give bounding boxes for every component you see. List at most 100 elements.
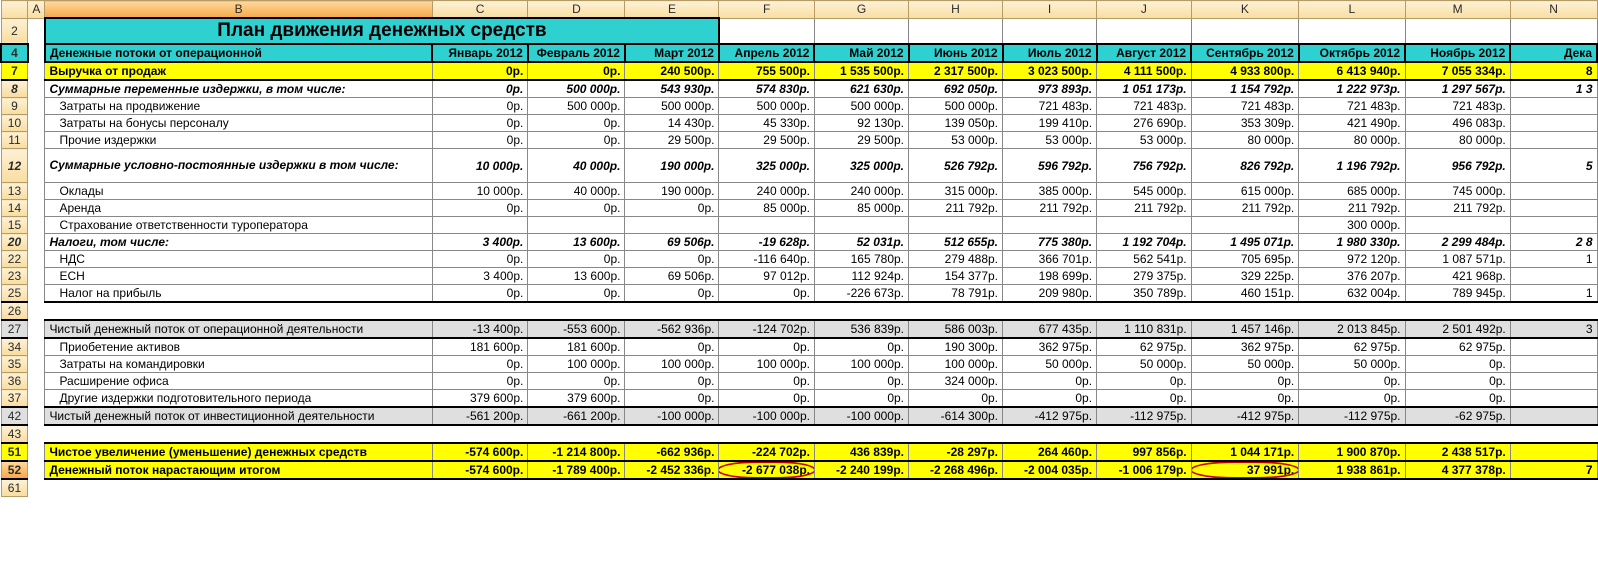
col-header-H[interactable]: H	[909, 1, 1003, 19]
data-cell[interactable]: 0р.	[1003, 373, 1097, 390]
data-cell[interactable]: -1 214 800р.	[528, 443, 625, 461]
data-cell[interactable]: 0р.	[719, 390, 815, 408]
data-cell[interactable]: 421 490р.	[1299, 115, 1405, 132]
data-cell[interactable]: 0р.	[528, 132, 625, 149]
col-header-I[interactable]: I	[1003, 1, 1097, 19]
cell[interactable]	[45, 425, 432, 443]
data-cell[interactable]	[1510, 443, 1597, 461]
cell[interactable]	[28, 80, 45, 98]
data-cell[interactable]: -100 000р.	[625, 407, 719, 425]
data-cell[interactable]: -224 702р.	[719, 443, 815, 461]
col-header-J[interactable]: J	[1097, 1, 1192, 19]
data-cell[interactable]: 100 000р.	[719, 356, 815, 373]
data-cell[interactable]: 154 377р.	[909, 268, 1003, 285]
data-cell[interactable]: 112 924р.	[814, 268, 908, 285]
data-cell[interactable]: 2 501 492р.	[1405, 320, 1510, 338]
data-cell[interactable]: 211 792р.	[1191, 200, 1299, 217]
data-cell[interactable]: 29 500р.	[719, 132, 815, 149]
data-cell[interactable]: 0р.	[1405, 356, 1510, 373]
cell[interactable]	[28, 44, 45, 62]
data-cell[interactable]: 50 000р.	[1003, 356, 1097, 373]
data-cell[interactable]: -2 004 035р.	[1003, 461, 1097, 479]
data-cell[interactable]	[1191, 217, 1299, 234]
data-cell[interactable]	[1097, 217, 1192, 234]
data-cell[interactable]: -2 268 496р.	[909, 461, 1003, 479]
data-cell[interactable]: 199 410р.	[1003, 115, 1097, 132]
data-cell[interactable]: 721 483р.	[1299, 98, 1405, 115]
data-cell[interactable]: 0р.	[432, 251, 527, 268]
cell[interactable]	[28, 302, 45, 320]
data-cell[interactable]: 0р.	[528, 251, 625, 268]
cell[interactable]	[1191, 18, 1299, 44]
data-cell[interactable]: 211 792р.	[1299, 200, 1405, 217]
data-cell[interactable]: 62 975р.	[1299, 338, 1405, 356]
row-header-11[interactable]: 11	[1, 132, 28, 149]
data-cell[interactable]: 1 222 973р.	[1299, 80, 1405, 98]
data-cell[interactable]: -112 975р.	[1097, 407, 1192, 425]
data-cell[interactable]: 5	[1510, 149, 1597, 183]
cell[interactable]	[1405, 302, 1510, 320]
data-cell[interactable]: 826 792р.	[1191, 149, 1299, 183]
cell[interactable]	[45, 479, 432, 497]
data-cell[interactable]: 0р.	[1191, 373, 1299, 390]
data-cell[interactable]: 0р.	[1097, 373, 1192, 390]
row-header-25[interactable]: 25	[1, 285, 28, 303]
data-cell[interactable]: 14 430р.	[625, 115, 719, 132]
data-cell[interactable]: -100 000р.	[719, 407, 815, 425]
data-cell[interactable]: -124 702р.	[719, 320, 815, 338]
data-cell[interactable]: 279 375р.	[1097, 268, 1192, 285]
data-cell[interactable]	[1510, 183, 1597, 200]
data-cell[interactable]: 376 207р.	[1299, 268, 1405, 285]
row-label[interactable]: Затраты на продвижение	[45, 98, 432, 115]
data-cell[interactable]: 198 699р.	[1003, 268, 1097, 285]
cell[interactable]	[814, 302, 908, 320]
data-cell[interactable]: 536 839р.	[814, 320, 908, 338]
data-cell[interactable]: 325 000р.	[814, 149, 908, 183]
data-cell[interactable]: -226 673р.	[814, 285, 908, 303]
data-cell[interactable]: 1 3	[1510, 80, 1597, 98]
data-cell[interactable]: 97 012р.	[719, 268, 815, 285]
data-cell[interactable]: 705 695р.	[1191, 251, 1299, 268]
cell[interactable]	[1191, 479, 1299, 497]
data-cell[interactable]: 2 013 845р.	[1299, 320, 1405, 338]
select-all-corner[interactable]	[1, 1, 28, 19]
data-cell[interactable]: 4 111 500р.	[1097, 62, 1192, 80]
data-cell[interactable]: 0р.	[719, 373, 815, 390]
cell[interactable]	[1299, 479, 1405, 497]
data-cell[interactable]: 545 000р.	[1097, 183, 1192, 200]
data-cell[interactable]: 1 044 171р.	[1191, 443, 1299, 461]
month-header[interactable]: Дека	[1510, 44, 1597, 62]
data-cell[interactable]: 0р.	[432, 285, 527, 303]
cell[interactable]	[28, 356, 45, 373]
data-cell[interactable]: 264 460р.	[1003, 443, 1097, 461]
data-cell[interactable]: 615 000р.	[1191, 183, 1299, 200]
data-cell[interactable]: 0р.	[625, 251, 719, 268]
data-cell[interactable]: 755 500р.	[719, 62, 815, 80]
data-cell[interactable]: 574 830р.	[719, 80, 815, 98]
data-cell[interactable]: 1 535 500р.	[814, 62, 908, 80]
data-cell[interactable]: -553 600р.	[528, 320, 625, 338]
col-header-A[interactable]: A	[28, 1, 45, 19]
cell[interactable]	[1191, 425, 1299, 443]
data-cell[interactable]: 29 500р.	[625, 132, 719, 149]
row-header-14[interactable]: 14	[1, 200, 28, 217]
data-cell[interactable]: 0р.	[432, 356, 527, 373]
data-cell[interactable]: 721 483р.	[1405, 98, 1510, 115]
sheet-title[interactable]: План движения денежных средств	[45, 18, 719, 44]
cell[interactable]	[28, 18, 45, 44]
data-cell[interactable]: 181 600р.	[528, 338, 625, 356]
data-cell[interactable]: 240 000р.	[814, 183, 908, 200]
data-cell[interactable]: 0р.	[1003, 390, 1097, 408]
data-cell[interactable]: 3 400р.	[432, 234, 527, 251]
data-cell[interactable]: 211 792р.	[909, 200, 1003, 217]
data-cell[interactable]: 50 000р.	[1299, 356, 1405, 373]
data-cell[interactable]: 50 000р.	[1191, 356, 1299, 373]
data-cell[interactable]: 78 791р.	[909, 285, 1003, 303]
data-cell[interactable]: 139 050р.	[909, 115, 1003, 132]
data-cell[interactable]: -1 006 179р.	[1097, 461, 1192, 479]
data-cell[interactable]: 85 000р.	[814, 200, 908, 217]
data-cell[interactable]: -574 600р.	[432, 461, 527, 479]
cell[interactable]	[1003, 302, 1097, 320]
cell[interactable]	[28, 407, 45, 425]
cell[interactable]	[1003, 425, 1097, 443]
